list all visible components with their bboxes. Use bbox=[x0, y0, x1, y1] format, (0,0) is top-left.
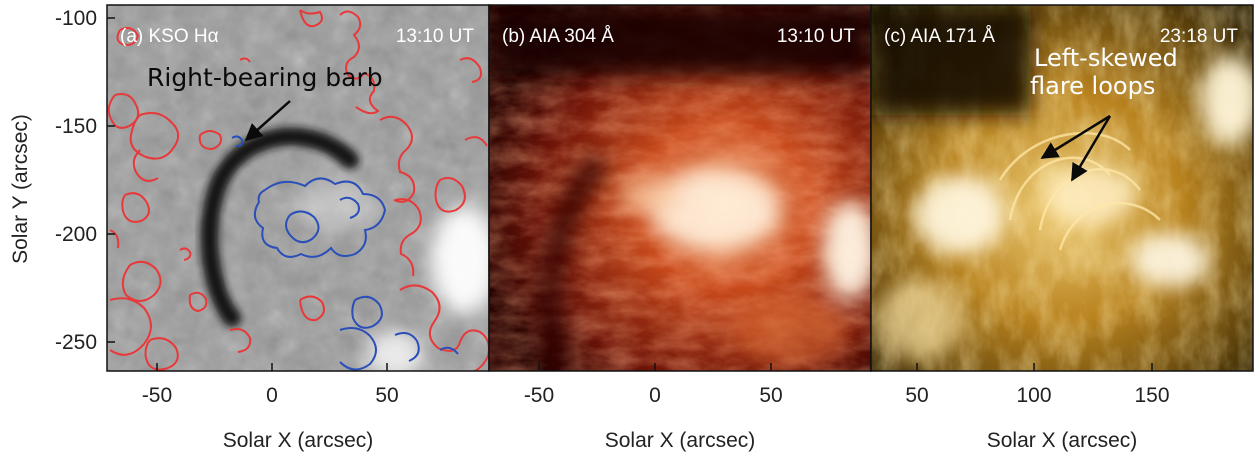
y-tick-label: -100 bbox=[55, 7, 97, 30]
x-tick-label: 0 bbox=[649, 384, 661, 407]
y-tick-label: -200 bbox=[55, 223, 97, 246]
panel-b-time: 13:10 UT bbox=[777, 26, 856, 47]
y-axis-title: Solar Y (arcsec) bbox=[9, 114, 32, 264]
loops-annotation-line2: flare loops bbox=[1030, 72, 1155, 100]
barb-annotation: Right-bearing barb bbox=[147, 63, 383, 92]
panel-b-x-axis-title: Solar X (arcsec) bbox=[605, 429, 756, 452]
panel-a-time: 13:10 UT bbox=[396, 26, 475, 47]
x-tick-label: 100 bbox=[1016, 384, 1051, 407]
x-tick-label: -50 bbox=[142, 384, 172, 407]
panel-c-time: 23:18 UT bbox=[1160, 26, 1239, 47]
filament bbox=[200, 127, 359, 327]
y-tick-label: -150 bbox=[55, 115, 97, 138]
x-tick-label: -50 bbox=[524, 384, 554, 407]
x-tick-label: 150 bbox=[1134, 384, 1169, 407]
barb-arrow bbox=[244, 100, 291, 142]
x-axis-ticks bbox=[156, 363, 1153, 371]
loops-annotation-line1: Left-skewed bbox=[1034, 44, 1178, 72]
panel-b bbox=[489, 5, 871, 371]
panel-a-label: (a) KSO Hα bbox=[120, 26, 219, 47]
loops-arrow-2 bbox=[1070, 115, 1112, 182]
panel-b-label: (b) AIA 304 Å bbox=[502, 26, 614, 47]
positive-contours bbox=[107, 9, 489, 371]
y-axis bbox=[107, 17, 115, 343]
x-tick-label: 50 bbox=[375, 384, 398, 407]
loops-arrow-1 bbox=[1040, 114, 1111, 160]
x-tick-label: 50 bbox=[759, 384, 782, 407]
panel-c-x-axis-title: Solar X (arcsec) bbox=[987, 429, 1138, 452]
panel-c bbox=[871, 5, 1253, 371]
x-tick-label: 0 bbox=[266, 384, 278, 407]
panel-a-x-axis-title: Solar X (arcsec) bbox=[223, 429, 374, 452]
negative-contours bbox=[231, 135, 459, 371]
x-tick-label: 50 bbox=[905, 384, 928, 407]
panel-c-label: (c) AIA 171 Å bbox=[884, 26, 995, 47]
panel-a bbox=[107, 5, 489, 371]
y-tick-label: -250 bbox=[55, 331, 97, 354]
